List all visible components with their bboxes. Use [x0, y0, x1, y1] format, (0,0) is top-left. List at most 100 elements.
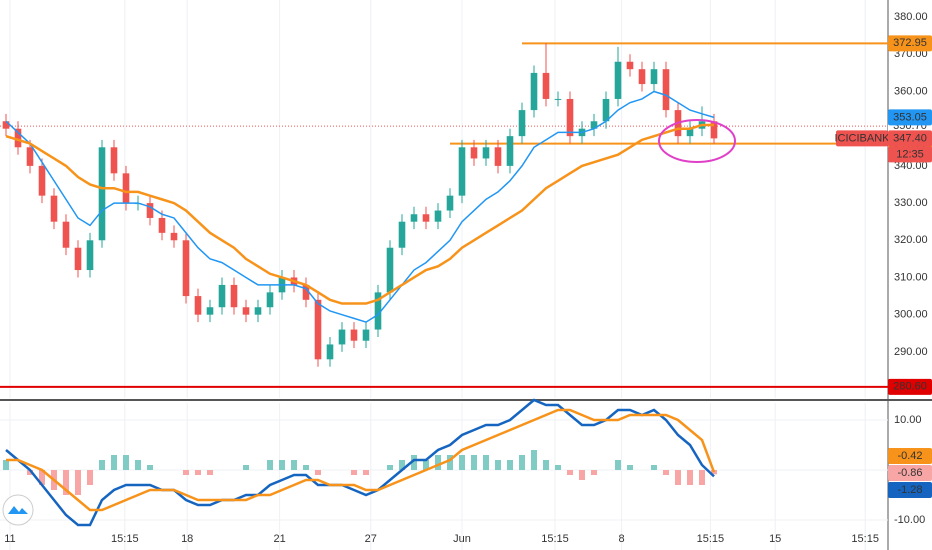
histogram-bar	[39, 470, 45, 485]
candle-body	[14, 128, 22, 148]
y-tick-label: 330.00	[894, 197, 928, 209]
histogram-bar	[495, 460, 501, 470]
candle-body	[506, 136, 514, 166]
candle-body	[182, 240, 190, 297]
line-series	[5, 123, 714, 305]
candle-body	[446, 195, 454, 211]
labels: 290.00300.00310.00320.00330.00340.00350.…	[4, 11, 932, 545]
histogram-bar	[3, 460, 9, 470]
candle-body	[338, 329, 346, 345]
candle-body	[374, 292, 382, 330]
candle-body	[434, 210, 442, 222]
logo	[2, 494, 34, 526]
value-tag-bg	[888, 448, 932, 464]
candle-body	[458, 147, 466, 196]
candle-body	[686, 128, 694, 137]
last-price-tag-bg	[888, 130, 932, 147]
value-tag-bg	[888, 482, 932, 498]
candle-body	[626, 61, 634, 70]
histogram-bar	[543, 460, 549, 470]
histogram-bar	[99, 460, 105, 470]
histogram-bar	[183, 470, 189, 475]
level-label-bg	[888, 378, 932, 395]
marks	[0, 42, 888, 527]
candle-body	[494, 147, 502, 166]
candle-body	[422, 214, 430, 222]
candle-body	[638, 69, 646, 85]
y-tick-label: 360.00	[894, 85, 928, 97]
histogram-bar	[579, 470, 585, 480]
histogram-bar	[519, 455, 525, 470]
histogram-bar	[351, 470, 357, 475]
histogram-bar	[243, 465, 249, 470]
symbol-tag-bg	[836, 130, 888, 147]
x-tick-label: 15	[769, 533, 781, 545]
y-tick-label: 320.00	[894, 234, 928, 246]
y-tick-label: 290.00	[894, 346, 928, 358]
histogram-bar	[423, 460, 429, 470]
countdown-tag-bg	[888, 146, 932, 163]
histogram-bar	[567, 470, 573, 475]
candle-body	[518, 110, 526, 137]
histogram-bar	[627, 465, 633, 470]
histogram-bar	[591, 470, 597, 475]
candle-body	[158, 217, 166, 233]
ma-tag: 353.05	[893, 111, 927, 123]
histogram-bar	[411, 455, 417, 470]
line-series	[5, 90, 715, 323]
candle-body	[38, 165, 46, 196]
candle-body	[602, 98, 610, 122]
candle-body	[110, 147, 118, 174]
candle-body	[86, 240, 94, 271]
histogram-bar	[663, 470, 669, 475]
x-tick-label: 8	[619, 533, 625, 545]
candle-body	[710, 121, 718, 139]
candle-body	[206, 307, 214, 315]
histogram-bar	[75, 470, 81, 495]
y-tick-label: 340.00	[894, 160, 928, 172]
line-series	[6, 408, 716, 512]
histogram-bar	[447, 455, 453, 470]
level-label: 280.60	[893, 381, 927, 393]
candle-body	[530, 72, 538, 111]
histogram-bar	[531, 450, 537, 470]
ma-tag-bg	[888, 109, 932, 126]
histogram-bar	[471, 455, 477, 470]
histogram-bar	[291, 460, 297, 470]
candle-body	[470, 147, 478, 159]
y-tick-label: 300.00	[894, 309, 928, 321]
candle-body	[326, 344, 334, 360]
histogram-bar	[147, 465, 153, 470]
candle-body	[362, 329, 370, 341]
candle-body	[314, 299, 322, 360]
candle-body	[50, 195, 58, 222]
y-tick-label: 10.00	[894, 414, 922, 426]
histogram-bar	[111, 455, 117, 470]
x-tick-label: 21	[273, 533, 285, 545]
candle-body	[74, 247, 82, 271]
value-tag: -0.42	[897, 450, 922, 462]
x-tick-label: 15:15	[541, 533, 569, 545]
histogram-bar	[399, 460, 405, 470]
x-tick-label: Jun	[453, 533, 471, 545]
histogram-bar	[279, 460, 285, 470]
y-tick-label: 310.00	[894, 271, 928, 283]
histogram-bar	[615, 460, 621, 470]
candle-body	[302, 284, 310, 300]
candle-body	[194, 296, 202, 315]
candle-body	[590, 121, 598, 129]
histogram-bar	[27, 470, 33, 475]
candle-body	[410, 214, 418, 222]
histogram-bar	[675, 470, 681, 485]
histogram-bar	[387, 465, 393, 470]
histogram-bar	[135, 460, 141, 470]
candle-body	[146, 203, 154, 218]
candle-body	[614, 61, 622, 99]
histogram-bar	[507, 460, 513, 470]
candle-body	[254, 307, 262, 315]
histogram-bar	[303, 465, 309, 470]
histogram-bar	[195, 470, 201, 475]
histogram-bar	[123, 455, 129, 470]
candle-body	[230, 284, 238, 308]
